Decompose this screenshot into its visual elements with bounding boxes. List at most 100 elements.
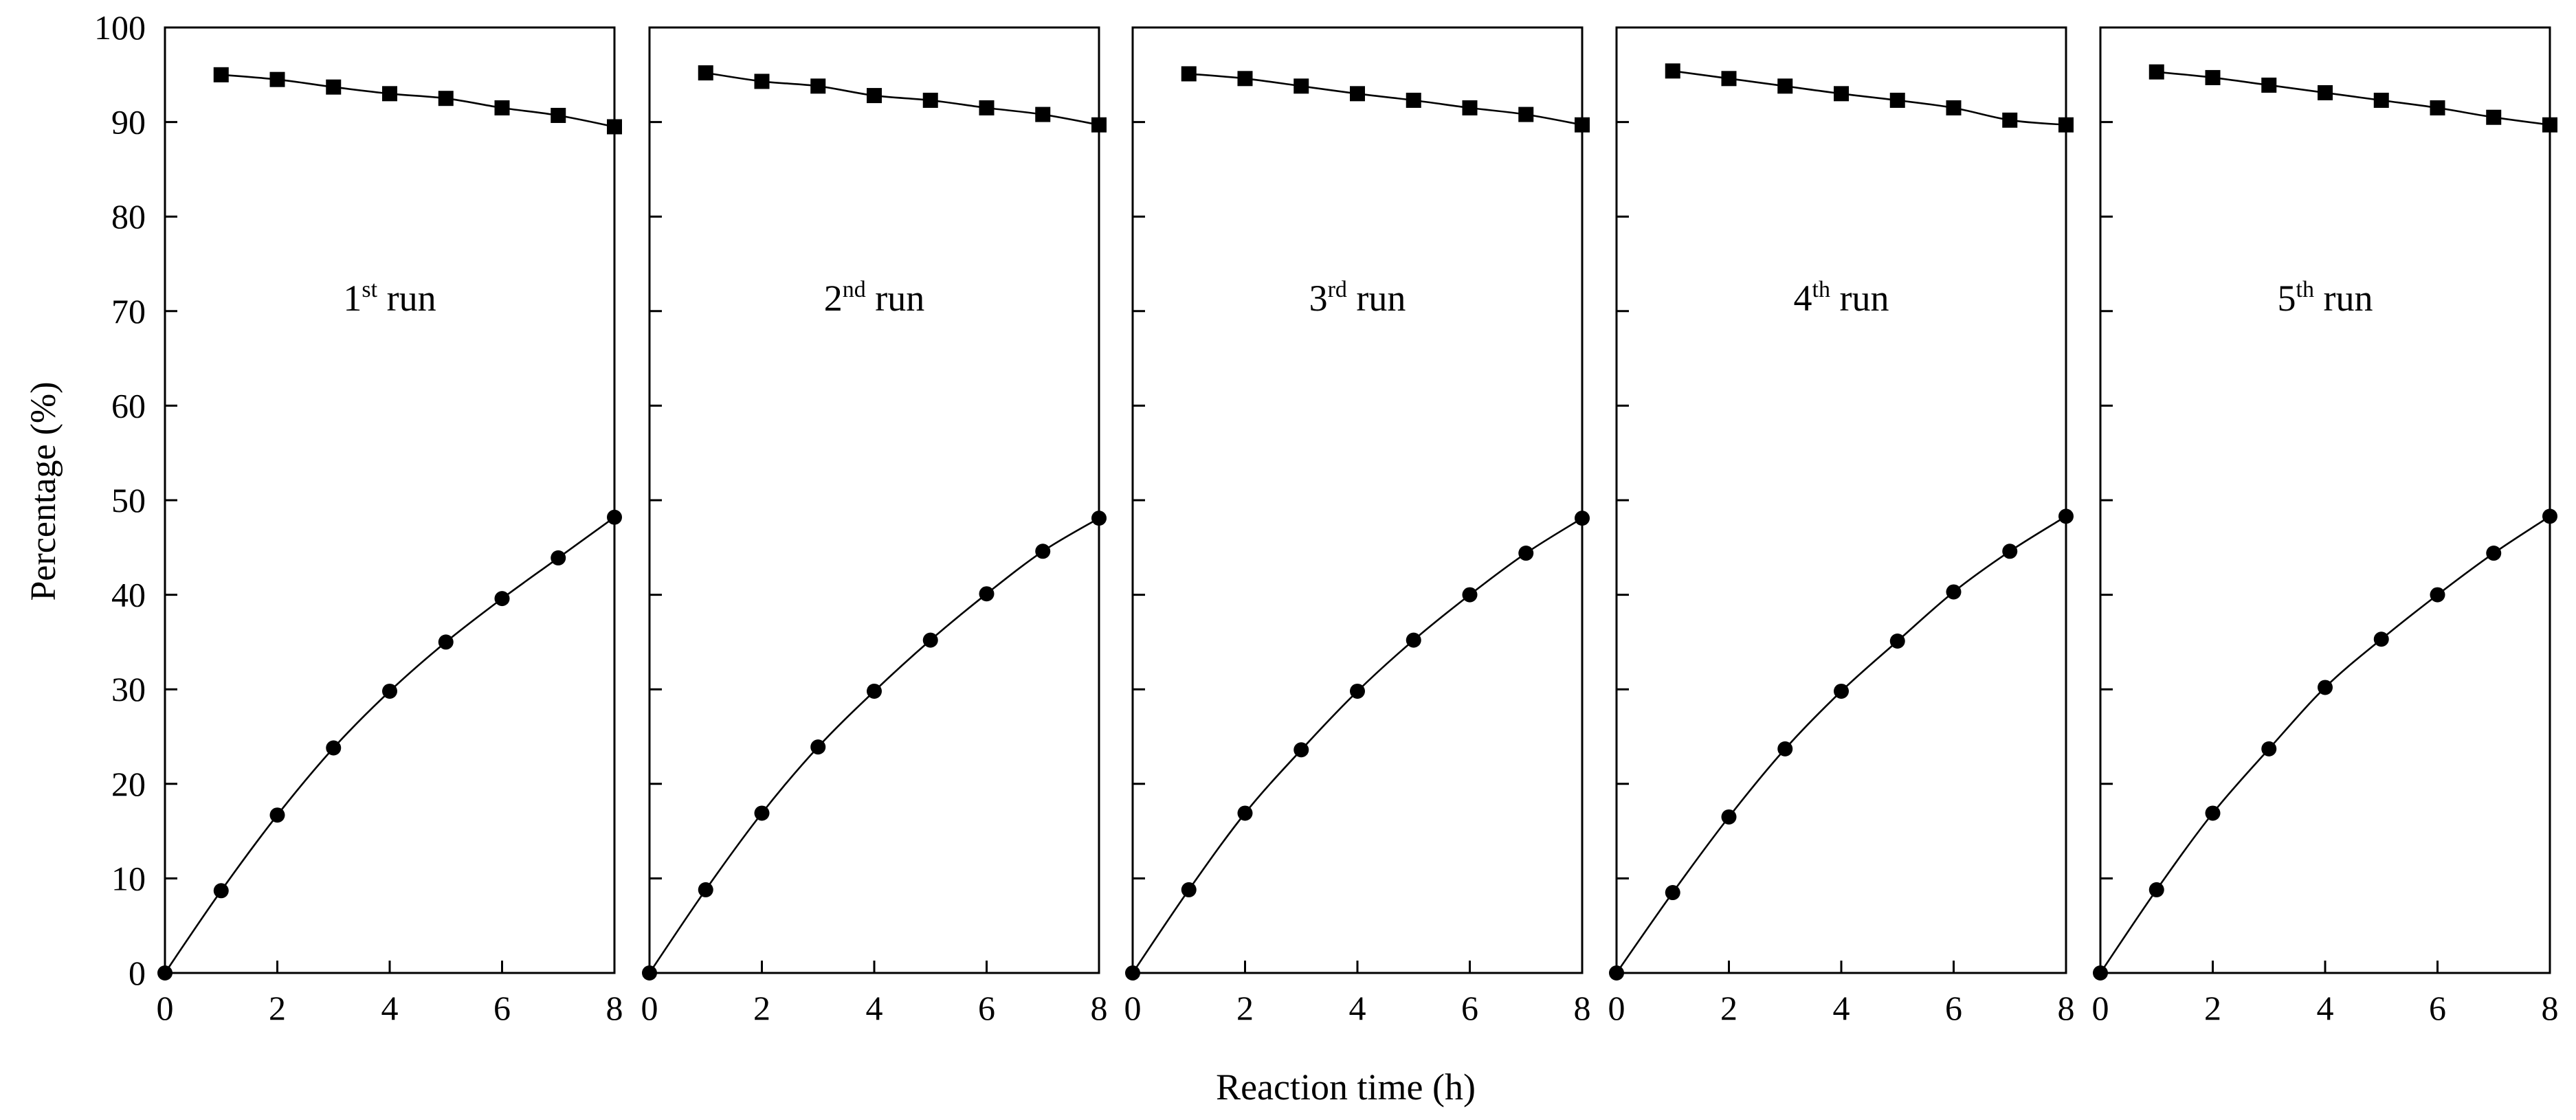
square-marker	[2373, 92, 2389, 108]
y-tick-label: 60	[111, 386, 146, 425]
x-tick-label: 0	[641, 989, 658, 1027]
square-marker	[1293, 78, 1309, 94]
square-marker	[1575, 117, 1590, 133]
panel-frame	[1615, 26, 2067, 974]
circle-marker	[2542, 508, 2557, 524]
x-tick-label: 0	[1608, 989, 1625, 1027]
circle-marker	[1462, 587, 1478, 603]
x-tick-label: 0	[157, 989, 174, 1027]
square-marker	[494, 100, 510, 115]
run-word: run	[866, 278, 924, 319]
circle-marker	[2002, 544, 2018, 559]
square-marker	[1946, 100, 1962, 115]
circle-marker	[326, 740, 342, 756]
square-marker	[1462, 100, 1478, 115]
circle-marker	[2430, 587, 2445, 603]
square-marker	[979, 100, 995, 115]
square-marker	[2486, 109, 2502, 125]
x-tick-label: 8	[2542, 989, 2559, 1027]
y-tick-label: 70	[111, 292, 146, 331]
y-axis-label: Percentage (%)	[24, 381, 63, 601]
run-suffix: th	[2296, 277, 2314, 302]
y-tick-label: 10	[111, 859, 146, 897]
square-marker	[2205, 69, 2221, 85]
circle-marker	[1350, 683, 1365, 699]
x-tick-label: 8	[1574, 989, 1591, 1027]
run-word: run	[377, 278, 436, 319]
run-label: 3rd run	[1309, 277, 1406, 319]
circle-marker	[867, 683, 882, 699]
x-tick-label: 6	[493, 989, 511, 1027]
x-tick-label: 4	[1349, 989, 1366, 1027]
circle-marker	[1609, 965, 1624, 981]
circle-marker	[1665, 885, 1680, 901]
circle-marker	[1125, 965, 1140, 981]
square-marker	[2058, 117, 2074, 133]
square-marker	[213, 67, 229, 82]
panel-frame	[1131, 26, 1584, 974]
panel-frame	[648, 26, 1100, 974]
square-marker	[438, 91, 454, 107]
circle-marker	[1181, 882, 1197, 897]
circle-marker	[1035, 544, 1051, 559]
y-tick-label: 90	[111, 103, 146, 142]
circle-marker	[2058, 508, 2074, 524]
x-tick-label: 4	[1833, 989, 1850, 1027]
circle-marker	[979, 586, 995, 602]
square-marker	[607, 119, 622, 135]
x-tick-label: 4	[2317, 989, 2334, 1027]
run-suffix: st	[362, 277, 377, 302]
series-line-circles	[1131, 517, 1583, 974]
circle-marker	[1946, 584, 1962, 600]
x-tick-label: 6	[978, 989, 995, 1027]
circle-marker	[269, 807, 285, 823]
run-number: 1	[343, 278, 362, 319]
square-marker	[269, 71, 285, 87]
run-number: 4	[1794, 278, 1812, 319]
run-number: 2	[824, 278, 843, 319]
square-marker	[1889, 92, 1905, 108]
run-number: 5	[2278, 278, 2296, 319]
x-tick-label: 0	[1124, 989, 1142, 1027]
panel-frame	[164, 26, 616, 974]
square-marker	[2318, 85, 2333, 100]
circle-marker	[2205, 805, 2221, 821]
circle-marker	[1889, 634, 1905, 649]
x-tick-label: 6	[1461, 989, 1478, 1027]
square-marker	[2002, 112, 2018, 128]
square-marker	[2261, 77, 2277, 93]
circle-marker	[922, 632, 938, 648]
square-marker	[810, 78, 826, 94]
x-tick-label: 8	[1091, 989, 1108, 1027]
square-marker	[1777, 78, 1793, 94]
circle-marker	[698, 882, 713, 897]
y-tick-label: 30	[111, 670, 146, 708]
square-marker	[1181, 66, 1197, 82]
square-marker	[922, 92, 938, 108]
square-marker	[867, 88, 882, 104]
run-word: run	[1830, 278, 1889, 319]
circle-marker	[1518, 546, 1534, 561]
circle-marker	[1834, 683, 1849, 699]
circle-marker	[810, 739, 826, 755]
circle-marker	[1091, 511, 1107, 526]
square-marker	[698, 65, 713, 81]
x-tick-label: 6	[2429, 989, 2446, 1027]
circle-marker	[1575, 511, 1590, 526]
square-marker	[1721, 71, 1737, 87]
square-marker	[1035, 107, 1051, 122]
square-marker	[1665, 63, 1680, 79]
x-axis-label: Reaction time (h)	[1216, 1066, 1476, 1108]
y-tick-label: 40	[111, 576, 146, 614]
square-marker	[1237, 71, 1253, 87]
y-tick-label: 20	[111, 765, 146, 803]
x-tick-label: 6	[1945, 989, 1962, 1027]
x-tick-label: 2	[2204, 989, 2221, 1027]
square-marker	[1091, 117, 1107, 133]
series-line-circles	[2099, 515, 2551, 974]
circle-marker	[607, 509, 622, 525]
circle-marker	[2093, 965, 2108, 981]
circle-marker	[382, 683, 397, 699]
